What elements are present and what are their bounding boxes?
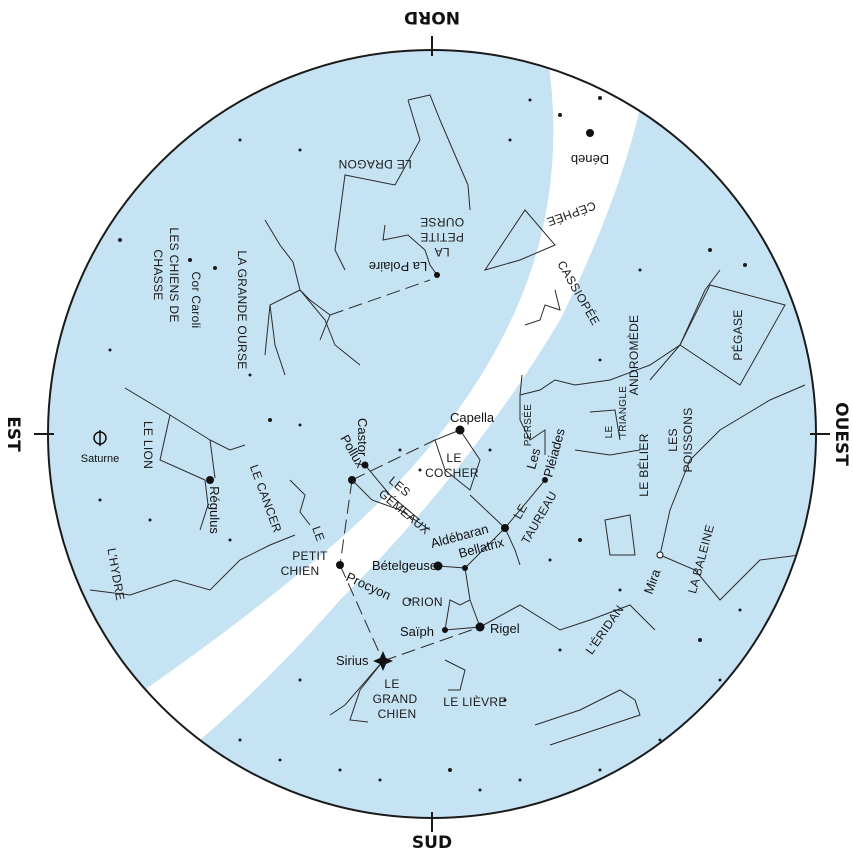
milky-way [130, 50, 650, 740]
orion-label: ORION [402, 595, 443, 609]
betelgeuse-label: Bételgeuse [372, 558, 437, 573]
capella-star [455, 425, 465, 435]
deneb-star [586, 129, 594, 137]
castor-star [361, 461, 369, 469]
saiph-star [442, 627, 448, 633]
bright-stars [206, 129, 664, 633]
chiens-chasse-label-2: CHASSE [151, 249, 165, 300]
cocher-label-2: COCHER [425, 466, 479, 480]
triangle-label-1: LE [604, 426, 615, 439]
east-label: EST [3, 416, 23, 452]
petite-ourse-label-2: PETITE [420, 230, 464, 244]
rigel-star [475, 622, 485, 632]
saturne-icon [93, 430, 107, 446]
south-label: SUD [412, 833, 452, 853]
poissons-label-2: POISSONS [681, 407, 695, 472]
castor-label: Castor [355, 418, 370, 457]
cardinal-ticks [34, 36, 830, 832]
procyon-star [336, 561, 344, 569]
polaire-star [434, 272, 440, 278]
taureau-label-1: LE [510, 501, 530, 521]
west-label: OUEST [831, 402, 851, 466]
saiph-label: Saïph [400, 624, 434, 639]
petite-ourse-label-1: LA [434, 245, 449, 259]
petit-chien-label-3: CHIEN [281, 564, 320, 578]
sirius-label: Sirius [336, 653, 369, 668]
constellation-lines [89, 94, 806, 746]
cor-caroli-label: Cor Caroli [189, 271, 203, 328]
grand-chien-label-1: LE [384, 677, 399, 691]
lievre-label: LE LIÈVRE [443, 694, 506, 709]
grand-chien-label-3: CHIEN [378, 707, 417, 721]
regulus-star [206, 476, 214, 484]
persee-label: PERSÉE [521, 404, 534, 446]
bellatrix-star [462, 565, 468, 571]
sirius-star [373, 651, 393, 671]
grand-chien-label-2: GRAND [373, 692, 418, 706]
pegase-label: PÉGASE [730, 309, 745, 360]
triangle-label-2: TRIANGLE [618, 386, 629, 438]
andromede-label: ANDROMÈDE [626, 315, 641, 396]
star-field [98, 96, 747, 792]
capella-label: Capella [450, 410, 495, 425]
saturne-label: Saturne [81, 453, 120, 465]
betelgeuse-star [433, 561, 443, 571]
grande-ourse-label: LA GRANDE OURSE [235, 250, 249, 369]
north-label: NORD [404, 7, 460, 27]
pleiades-star [542, 477, 548, 483]
polaire-label: La Polaire [369, 259, 428, 274]
poissons-label-1: LES [666, 428, 680, 452]
petit-chien-label-2: PETIT [292, 549, 328, 563]
aldebaran-star [501, 524, 509, 532]
deneb-label: Déneb [571, 152, 609, 167]
dragon-label: LE DRAGON [338, 157, 411, 171]
regulus-label: Régulus [207, 486, 222, 534]
chiens-chasse-label-1: LES CHIENS DE [167, 227, 181, 322]
cocher-label-1: LE [446, 451, 461, 465]
petite-ourse-label-3: OURSE [420, 215, 464, 229]
pollux-star [348, 476, 356, 484]
petit-chien-label-1: LE [309, 524, 327, 543]
pleiades-label-1: Les [523, 446, 543, 471]
rigel-label: Rigel [490, 621, 520, 636]
mira-star [656, 551, 664, 559]
belier-label: LE BÉLIER [636, 433, 651, 496]
lion-label: LE LION [141, 421, 155, 469]
